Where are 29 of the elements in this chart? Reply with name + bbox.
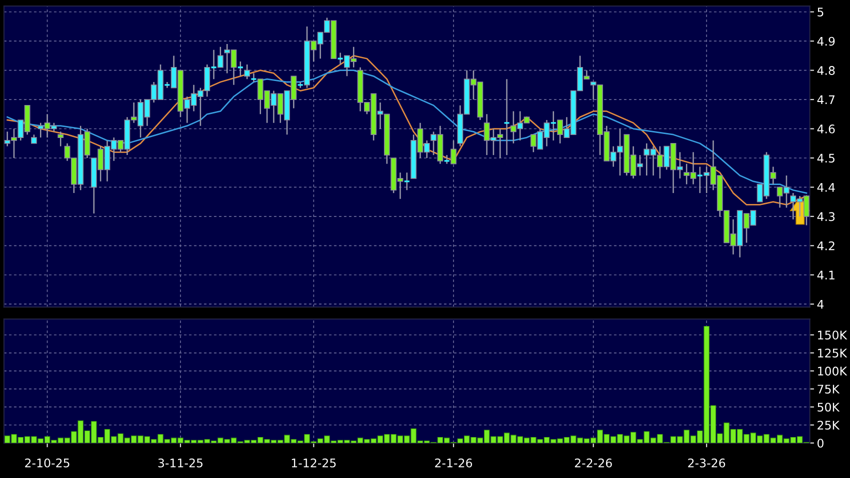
- y-tick-label: 4: [817, 300, 824, 309]
- candlestick: [58, 131, 64, 147]
- y-tick-label: 4.7: [817, 95, 835, 104]
- y-tick-label: 4.1: [817, 270, 834, 280]
- y-tick-label: 5: [818, 8, 824, 17]
- x-tick-label: 3-11-25: [158, 458, 202, 468]
- line-series: [6, 70, 808, 194]
- y-tick-label: 4.5: [817, 154, 834, 163]
- y-tick-label: 100K: [818, 366, 848, 376]
- y-tick-label: 50K: [818, 402, 840, 412]
- y-tick-label: 4.4: [817, 183, 835, 192]
- candlestick: [244, 64, 250, 80]
- x-tick-label: 1-12-25: [292, 458, 336, 468]
- x-tick-label: 2-10-25: [25, 458, 70, 468]
- candlestick: [450, 140, 456, 164]
- y-tick-label: 4.9: [817, 36, 835, 46]
- y-tick-label: 150K: [818, 330, 848, 340]
- y-tick-label: 4.2: [817, 241, 834, 250]
- candlestick: [250, 72, 258, 83]
- y-tick-label: 75K: [818, 384, 840, 394]
- x-tick-label: 2-1-26: [435, 458, 472, 468]
- y-tick-label: 4.6: [817, 124, 835, 134]
- y-tick-label: 0: [818, 438, 824, 448]
- y-tick-label: 4.3: [817, 212, 835, 222]
- x-tick-label: 2-3-26: [688, 458, 726, 468]
- y-tick-label: 25K: [818, 420, 840, 430]
- y-tick-label: 125K: [818, 348, 848, 358]
- x-tick-label: 2-2-26: [574, 458, 612, 468]
- y-tick-label: 4.8: [817, 66, 835, 75]
